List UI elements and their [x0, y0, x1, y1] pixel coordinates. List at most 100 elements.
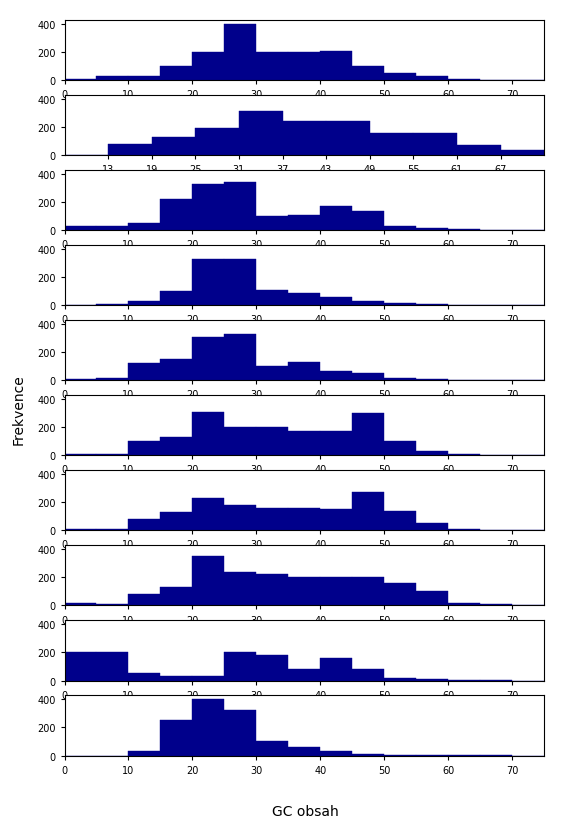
Bar	[370, 133, 413, 156]
Bar	[128, 673, 160, 681]
Bar	[256, 741, 288, 756]
Bar	[352, 211, 384, 231]
Bar	[384, 511, 416, 531]
Bar	[65, 227, 96, 231]
Bar	[256, 291, 288, 306]
Bar	[288, 53, 320, 81]
Bar	[224, 505, 256, 531]
Bar	[416, 451, 448, 456]
Bar	[65, 603, 96, 606]
Bar	[256, 367, 288, 381]
Bar	[288, 747, 320, 756]
Bar	[224, 260, 256, 306]
Bar	[288, 669, 320, 681]
Bar	[96, 604, 128, 606]
Bar	[416, 305, 448, 306]
Bar	[384, 441, 416, 456]
Bar	[160, 200, 192, 231]
Bar	[160, 587, 192, 606]
Bar	[288, 363, 320, 381]
Bar	[320, 577, 352, 606]
Bar	[224, 25, 256, 81]
Bar	[96, 455, 128, 456]
Bar	[256, 428, 288, 456]
Bar	[192, 185, 224, 231]
Bar	[128, 519, 160, 531]
Bar	[65, 455, 96, 456]
Bar	[320, 658, 352, 681]
Bar	[416, 591, 448, 606]
Text: GC obsah: GC obsah	[273, 804, 339, 818]
Bar	[128, 364, 160, 381]
Bar	[192, 699, 224, 756]
Bar	[65, 529, 96, 531]
Bar	[160, 67, 192, 81]
Bar	[384, 378, 416, 381]
Bar	[160, 360, 192, 381]
Bar	[128, 441, 160, 456]
Bar	[192, 556, 224, 606]
Bar	[413, 133, 457, 156]
Bar	[192, 676, 224, 681]
Bar	[288, 215, 320, 231]
Bar	[256, 217, 288, 231]
Bar	[224, 183, 256, 231]
Bar	[448, 455, 480, 456]
Bar	[224, 710, 256, 756]
Bar	[384, 303, 416, 306]
Bar	[384, 74, 416, 81]
Text: Frekvence: Frekvence	[11, 374, 25, 445]
Bar	[256, 655, 288, 681]
Bar	[448, 603, 480, 606]
Bar	[352, 373, 384, 381]
Bar	[320, 206, 352, 231]
Bar	[288, 432, 320, 456]
Bar	[352, 669, 384, 681]
Bar	[448, 79, 480, 81]
Bar	[288, 293, 320, 306]
Bar	[384, 227, 416, 231]
Bar	[195, 129, 239, 156]
Bar	[128, 751, 160, 756]
Bar	[326, 122, 370, 156]
Bar	[352, 414, 384, 456]
Bar	[65, 653, 96, 681]
Bar	[256, 575, 288, 606]
Bar	[128, 301, 160, 306]
Bar	[416, 229, 448, 231]
Bar	[224, 653, 256, 681]
Bar	[128, 595, 160, 606]
Bar	[288, 577, 320, 606]
Bar	[224, 334, 256, 381]
Bar	[160, 292, 192, 306]
Bar	[96, 653, 128, 681]
Bar	[320, 52, 352, 81]
Bar	[224, 572, 256, 606]
Bar	[288, 509, 320, 531]
Bar	[224, 428, 256, 456]
Bar	[352, 301, 384, 306]
Bar	[192, 412, 224, 456]
Bar	[384, 678, 416, 681]
Bar	[320, 432, 352, 456]
Bar	[500, 151, 544, 156]
Bar	[320, 751, 352, 756]
Bar	[256, 509, 288, 531]
Bar	[128, 224, 160, 231]
Bar	[384, 583, 416, 606]
Bar	[65, 379, 96, 381]
Bar	[352, 67, 384, 81]
Bar	[448, 229, 480, 231]
Bar	[192, 337, 224, 381]
Bar	[128, 77, 160, 81]
Bar	[480, 604, 512, 606]
Bar	[416, 77, 448, 81]
Bar	[192, 498, 224, 531]
Bar	[192, 53, 224, 81]
Bar	[160, 437, 192, 456]
Bar	[65, 79, 96, 81]
Bar	[352, 754, 384, 756]
Bar	[283, 122, 326, 156]
Bar	[448, 529, 480, 531]
Bar	[457, 147, 500, 156]
